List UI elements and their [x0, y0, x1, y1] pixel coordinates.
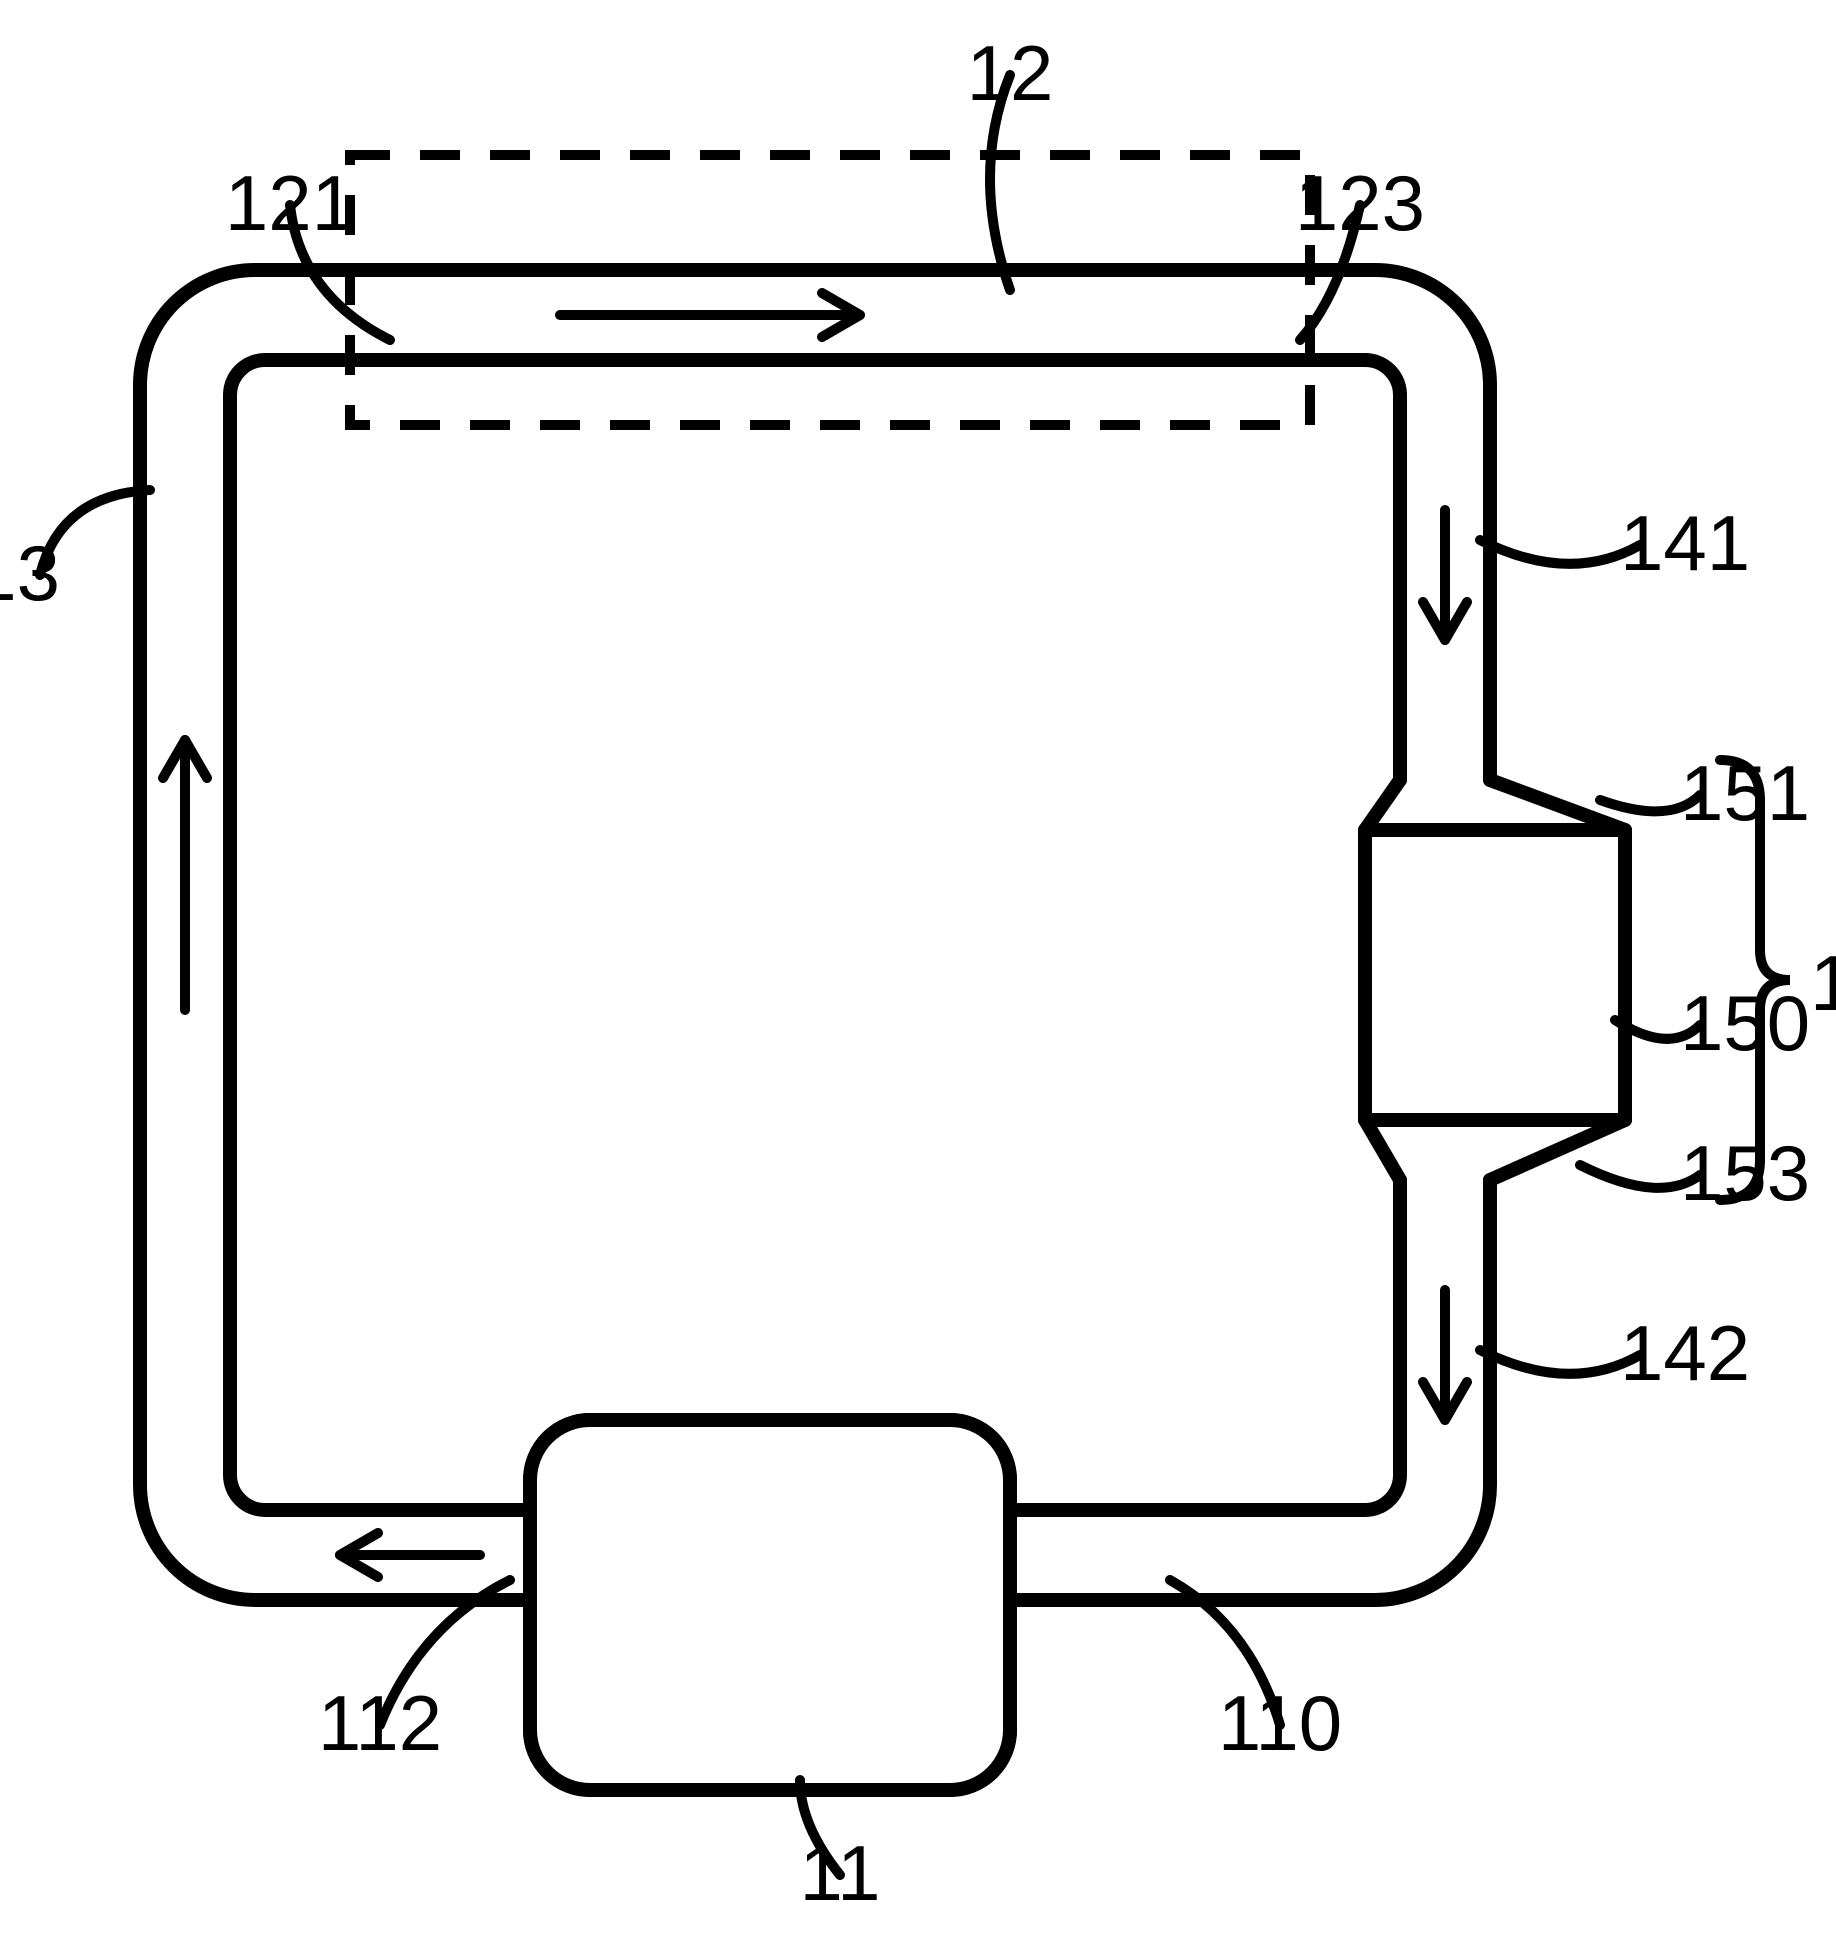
heat-exchange-zone	[350, 155, 1310, 425]
label-150: 150	[1680, 979, 1810, 1067]
label-123: 123	[1295, 159, 1425, 247]
leader-141	[1480, 540, 1640, 564]
label-142: 142	[1620, 1309, 1750, 1397]
label-112: 112	[318, 1679, 442, 1767]
label-151: 151	[1680, 749, 1810, 837]
label-121: 121	[225, 159, 355, 247]
label-12: 12	[967, 29, 1054, 117]
label-153: 153	[1680, 1129, 1810, 1217]
label-15: 15	[1810, 939, 1836, 1027]
pump-body-top	[530, 1420, 1010, 1790]
label-141: 141	[1620, 499, 1750, 587]
label-13: 13	[0, 529, 60, 617]
label-11: 11	[800, 1829, 881, 1917]
leader-142	[1480, 1350, 1640, 1374]
label-110: 110	[1218, 1679, 1342, 1767]
